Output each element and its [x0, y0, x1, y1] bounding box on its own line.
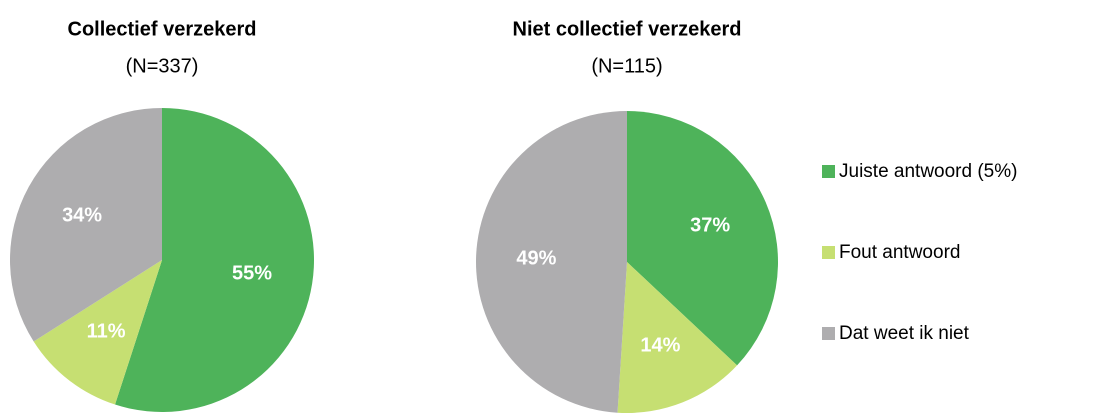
data-label: 11% — [87, 320, 126, 342]
chart-title: Collectief verzekerd — [68, 18, 257, 40]
legend-label: Fout antwoord — [839, 242, 960, 263]
chart-title: Niet collectief verzekerd — [513, 18, 742, 40]
data-label: 49% — [516, 247, 556, 269]
pie-slice — [115, 108, 315, 412]
legend-swatch — [822, 246, 835, 259]
chart-subtitle: (N=337) — [126, 55, 199, 77]
data-label: 14% — [640, 335, 680, 357]
legend-label: Dat weet ik niet — [839, 323, 970, 344]
legend-label: Juiste antwoord (5%) — [839, 161, 1017, 182]
legend-swatch — [822, 165, 835, 178]
data-label: 55% — [232, 263, 272, 285]
pie-slice — [617, 262, 738, 413]
pie-slice — [627, 111, 778, 366]
pie-slice — [476, 111, 627, 413]
pie-slice — [33, 260, 162, 405]
pie-slice — [10, 108, 163, 342]
chart-subtitle: (N=115) — [591, 55, 662, 77]
data-label: 34% — [62, 204, 102, 226]
data-label: 37% — [690, 214, 730, 236]
legend-swatch — [822, 327, 835, 340]
